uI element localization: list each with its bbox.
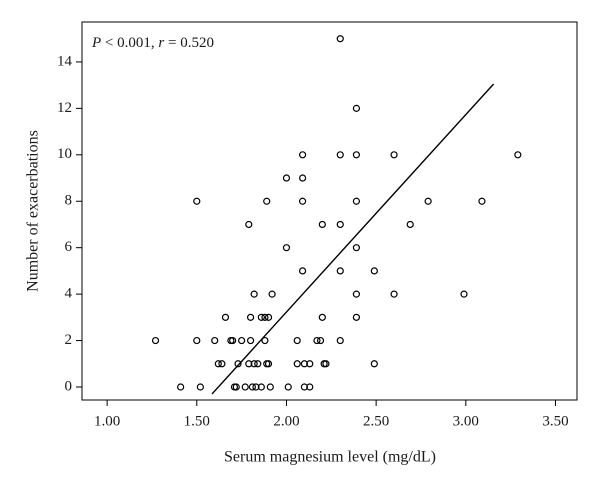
point <box>322 360 330 368</box>
point <box>352 244 361 252</box>
point <box>313 336 321 345</box>
point <box>298 197 307 205</box>
y-tick-label: 12 <box>57 100 72 116</box>
x-axis-label: Serum magnesium level (mg/dL) <box>224 449 436 466</box>
y-tick-label: 8 <box>65 193 73 209</box>
point <box>232 383 240 391</box>
point <box>151 336 160 345</box>
point <box>248 383 256 391</box>
point <box>266 383 274 391</box>
point <box>293 336 301 345</box>
point <box>282 244 291 252</box>
point <box>252 383 260 391</box>
point <box>298 267 307 275</box>
x-tick-label: 2.50 <box>363 413 389 429</box>
point <box>177 383 185 391</box>
point <box>316 336 325 345</box>
point <box>478 197 486 205</box>
point <box>336 35 344 43</box>
point <box>238 336 246 345</box>
point <box>193 336 201 345</box>
point <box>370 267 378 275</box>
plot-frame <box>81 21 578 401</box>
point <box>336 336 344 345</box>
point <box>257 383 265 391</box>
point <box>246 313 255 321</box>
point <box>318 313 326 321</box>
point <box>261 313 269 321</box>
point <box>245 220 253 229</box>
point <box>229 336 237 345</box>
point <box>245 360 253 368</box>
x-tick-label: 3.50 <box>542 413 568 429</box>
point <box>263 197 271 205</box>
point <box>218 360 226 368</box>
point <box>306 360 314 368</box>
point <box>264 313 273 321</box>
x-tick-label: 1.00 <box>94 413 120 429</box>
point <box>254 360 262 368</box>
point <box>298 174 307 182</box>
point <box>261 336 269 345</box>
point <box>284 383 292 391</box>
point <box>336 220 344 229</box>
x-tick-label: 1.50 <box>184 413 210 429</box>
point <box>406 220 414 229</box>
point <box>250 360 258 368</box>
point <box>234 360 242 368</box>
annotation-part: r <box>158 35 164 51</box>
point <box>460 290 468 298</box>
point <box>370 360 378 368</box>
point <box>352 197 361 205</box>
point <box>336 151 344 159</box>
point <box>196 383 204 391</box>
point <box>211 336 219 345</box>
annotation-part: < 0.001, <box>101 35 158 51</box>
y-tick-label: 2 <box>65 332 73 348</box>
point <box>193 197 201 205</box>
y-tick-label: 0 <box>65 378 73 394</box>
point <box>282 174 291 182</box>
annotation-part: P <box>91 35 101 51</box>
annotation-part: = 0.520 <box>164 35 214 51</box>
point <box>257 313 265 321</box>
point <box>214 360 222 368</box>
y-tick-label: 6 <box>65 239 73 255</box>
point <box>390 151 398 159</box>
point <box>241 383 249 391</box>
point <box>250 290 258 298</box>
y-tick-label: 14 <box>57 53 73 69</box>
annotation: P < 0.001, r = 0.520 <box>91 35 214 51</box>
point <box>352 290 361 298</box>
point <box>221 313 230 321</box>
point <box>264 360 273 368</box>
x-tick-label: 3.00 <box>453 413 479 429</box>
point <box>318 220 326 229</box>
fit-line <box>211 83 495 395</box>
point <box>336 267 344 275</box>
point <box>514 151 522 159</box>
point <box>293 360 301 368</box>
point <box>268 290 276 298</box>
point <box>352 104 361 112</box>
point <box>298 151 307 159</box>
point <box>306 383 314 391</box>
point <box>300 383 308 391</box>
point <box>352 313 361 321</box>
y-tick-label: 4 <box>65 286 73 302</box>
point <box>246 336 255 345</box>
x-tick-label: 2.00 <box>273 413 299 429</box>
point <box>300 360 308 368</box>
y-tick-label: 10 <box>57 146 72 162</box>
point <box>352 151 361 159</box>
point <box>390 290 398 298</box>
y-axis-label: Number of exacerbations <box>25 130 42 292</box>
point <box>424 197 432 205</box>
